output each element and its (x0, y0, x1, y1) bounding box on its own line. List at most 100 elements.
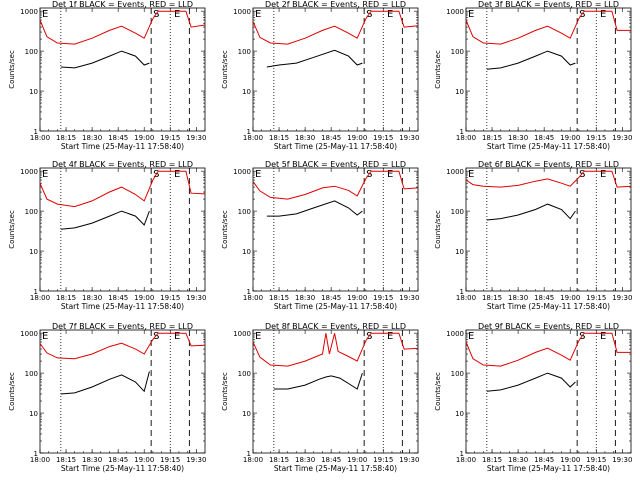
marker-E: E (174, 9, 180, 20)
panel-det-6: Det 6f BLACK = Events, RED = LLD 1 10 100 10… (434, 160, 632, 311)
x-tick-label: 18:45 (534, 294, 554, 302)
marker-S: S (153, 331, 159, 342)
y-tick-label: 100 (25, 48, 38, 56)
marker-E: E (174, 331, 180, 342)
x-tick-label: 18:30 (295, 294, 315, 302)
x-tick-label: 18:00 (243, 134, 263, 142)
x-tick-label: 18:15 (56, 134, 76, 142)
marker-S: S (579, 169, 585, 180)
x-tick-label: 19:15 (586, 134, 606, 142)
marker-E: E (387, 9, 393, 20)
plot-frame (465, 329, 632, 454)
x-tick-label: 18:15 (269, 134, 289, 142)
x-tick-label: 18:15 (56, 456, 76, 464)
x-tick-label: 19:15 (160, 134, 180, 142)
y-axis-label: Counts/sec (221, 210, 229, 249)
x-tick-label: 18:45 (534, 134, 554, 142)
y-tick-label: 10 (455, 410, 464, 418)
panel-title: Det 5f BLACK = Events, RED = LLD (265, 160, 406, 169)
y-tick-label: 10 (455, 88, 464, 96)
panel-det-1: Det 1f BLACK = Events, RED = LLD 1 10 100 10… (8, 0, 206, 151)
x-tick-label: 19:30 (186, 134, 206, 142)
y-tick-label: 1000 (233, 168, 251, 176)
y-tick-label: 1000 (233, 8, 251, 16)
x-tick-label: 18:00 (456, 294, 476, 302)
x-tick-label: 19:15 (160, 456, 180, 464)
x-axis-label: Start Time (25-May-11 17:58:40) (274, 464, 397, 473)
marker-E: E (255, 169, 261, 180)
x-tick-label: 18:45 (108, 456, 128, 464)
marker-E: E (42, 9, 48, 20)
y-tick-label: 1 (460, 128, 464, 136)
x-tick-label: 19:15 (586, 456, 606, 464)
series-lld (39, 170, 206, 208)
x-tick-label: 18:00 (243, 456, 263, 464)
x-tick-label: 19:15 (586, 294, 606, 302)
panel-det-5: Det 5f BLACK = Events, RED = LLD 1 10 100 10… (221, 160, 419, 311)
y-tick-label: 1000 (233, 330, 251, 338)
series-lld (465, 10, 631, 45)
x-tick-label: 19:15 (160, 294, 180, 302)
series-lld (465, 170, 632, 188)
y-tick-label: 100 (25, 208, 38, 216)
series-events (60, 210, 150, 230)
y-axis-label: Counts/sec (434, 210, 442, 249)
y-axis-label: Counts/sec (221, 372, 229, 411)
x-tick-label: 19:30 (399, 134, 419, 142)
x-tick-label: 18:00 (243, 294, 263, 302)
series-events (486, 50, 576, 70)
marker-E: E (174, 169, 180, 180)
y-tick-label: 100 (238, 48, 251, 56)
y-tick-label: 100 (451, 208, 464, 216)
panel-det-8: Det 8f BLACK = Events, RED = LLD 1 10 100 10… (221, 322, 419, 473)
x-tick-label: 18:30 (508, 456, 528, 464)
panel-det-2: Det 2f BLACK = Events, RED = LLD 1 10 100 10… (221, 0, 419, 151)
x-tick-label: 18:00 (30, 456, 50, 464)
series-lld (39, 10, 206, 45)
y-tick-label: 10 (29, 248, 38, 256)
x-tick-label: 19:00 (347, 294, 367, 302)
y-axis-label: Counts/sec (434, 50, 442, 89)
panel-det-3: Det 3f BLACK = Events, RED = LLD 1 10 100 10… (434, 0, 632, 151)
x-axis-label: Start Time (25-May-11 17:58:40) (487, 302, 610, 311)
plot-frame (39, 329, 206, 454)
y-tick-label: 10 (242, 88, 251, 96)
x-tick-label: 18:15 (56, 294, 76, 302)
x-axis-label: Start Time (25-May-11 17:58:40) (487, 142, 610, 151)
panel-title: Det 7f BLACK = Events, RED = LLD (52, 322, 193, 331)
panel-det-9: Det 9f BLACK = Events, RED = LLD 1 10 100 10… (434, 322, 632, 473)
x-tick-label: 19:00 (347, 134, 367, 142)
x-tick-label: 19:00 (347, 456, 367, 464)
marker-E: E (42, 331, 48, 342)
y-tick-label: 1 (34, 450, 38, 458)
series-events (266, 200, 363, 217)
x-tick-label: 18:15 (482, 134, 502, 142)
y-tick-label: 100 (25, 370, 38, 378)
x-tick-label: 18:45 (321, 134, 341, 142)
series-lld (252, 332, 419, 367)
y-tick-label: 1 (34, 128, 38, 136)
marker-E: E (468, 169, 474, 180)
y-tick-label: 1000 (446, 8, 464, 16)
x-axis-label: Start Time (25-May-11 17:58:40) (61, 142, 184, 151)
y-tick-label: 1000 (20, 330, 38, 338)
y-tick-label: 100 (238, 370, 251, 378)
y-tick-label: 100 (451, 370, 464, 378)
plot-frame (465, 7, 632, 132)
x-tick-label: 19:00 (134, 456, 154, 464)
y-tick-label: 100 (451, 48, 464, 56)
panel-title: Det 6f BLACK = Events, RED = LLD (478, 160, 619, 169)
series-events (273, 372, 363, 390)
x-axis-label: Start Time (25-May-11 17:58:40) (274, 142, 397, 151)
panel-title: Det 2f BLACK = Events, RED = LLD (265, 0, 406, 9)
y-tick-label: 10 (242, 248, 251, 256)
y-tick-label: 10 (242, 410, 251, 418)
plot-frame (252, 167, 419, 292)
y-axis-label: Counts/sec (8, 50, 16, 89)
plot-frame (252, 7, 419, 132)
panel-det-7: Det 7f BLACK = Events, RED = LLD 1 10 100 10… (8, 322, 206, 473)
y-tick-label: 10 (29, 410, 38, 418)
series-lld (252, 170, 419, 200)
x-tick-label: 19:00 (134, 134, 154, 142)
plot-frame (39, 7, 206, 132)
